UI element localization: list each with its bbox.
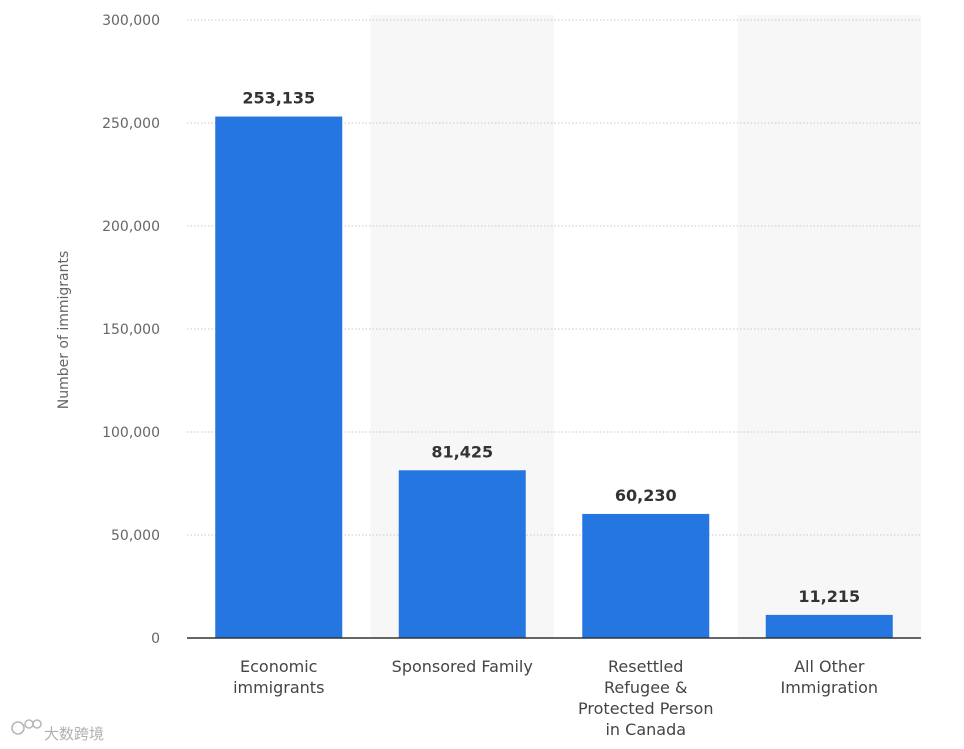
category-labels: Economic immigrants Sponsored Family Resett… bbox=[233, 657, 878, 739]
x-tick-label: Economic immigrants bbox=[233, 657, 324, 697]
bars bbox=[215, 116, 893, 639]
y-tick-label: 50,000 bbox=[111, 528, 160, 544]
data-label: 253,135 bbox=[242, 89, 315, 108]
bar bbox=[215, 116, 343, 639]
y-tick-label: 0 bbox=[151, 631, 160, 647]
watermark-text: 大数跨境 bbox=[44, 725, 104, 743]
data-label: 11,215 bbox=[798, 587, 860, 606]
bar bbox=[582, 513, 710, 638]
y-axis-ticks: 0 50,000 100,000 150,000 200,000 250,000 300,0… bbox=[102, 13, 160, 647]
y-axis-title: Number of immigrants bbox=[56, 251, 72, 410]
x-tick-label: Sponsored Family bbox=[392, 657, 533, 676]
value-labels: 253,135 81,425 60,230 11,215 bbox=[242, 89, 860, 606]
y-tick-label: 150,000 bbox=[102, 322, 160, 338]
data-label: 60,230 bbox=[615, 486, 677, 505]
y-tick-label: 300,000 bbox=[102, 13, 160, 29]
category-band bbox=[737, 15, 921, 638]
x-tick-label: All Other Immigration bbox=[780, 657, 878, 697]
bar bbox=[398, 470, 526, 638]
y-tick-label: 250,000 bbox=[102, 116, 160, 132]
y-tick-label: 100,000 bbox=[102, 425, 160, 441]
logo-icon bbox=[11, 719, 42, 735]
data-label: 81,425 bbox=[431, 442, 493, 461]
bar bbox=[765, 614, 893, 638]
y-tick-label: 200,000 bbox=[102, 219, 160, 235]
watermark: 大数跨境 bbox=[11, 719, 104, 743]
x-tick-label: Resettled Refugee & Protected Person in Can… bbox=[578, 657, 713, 739]
